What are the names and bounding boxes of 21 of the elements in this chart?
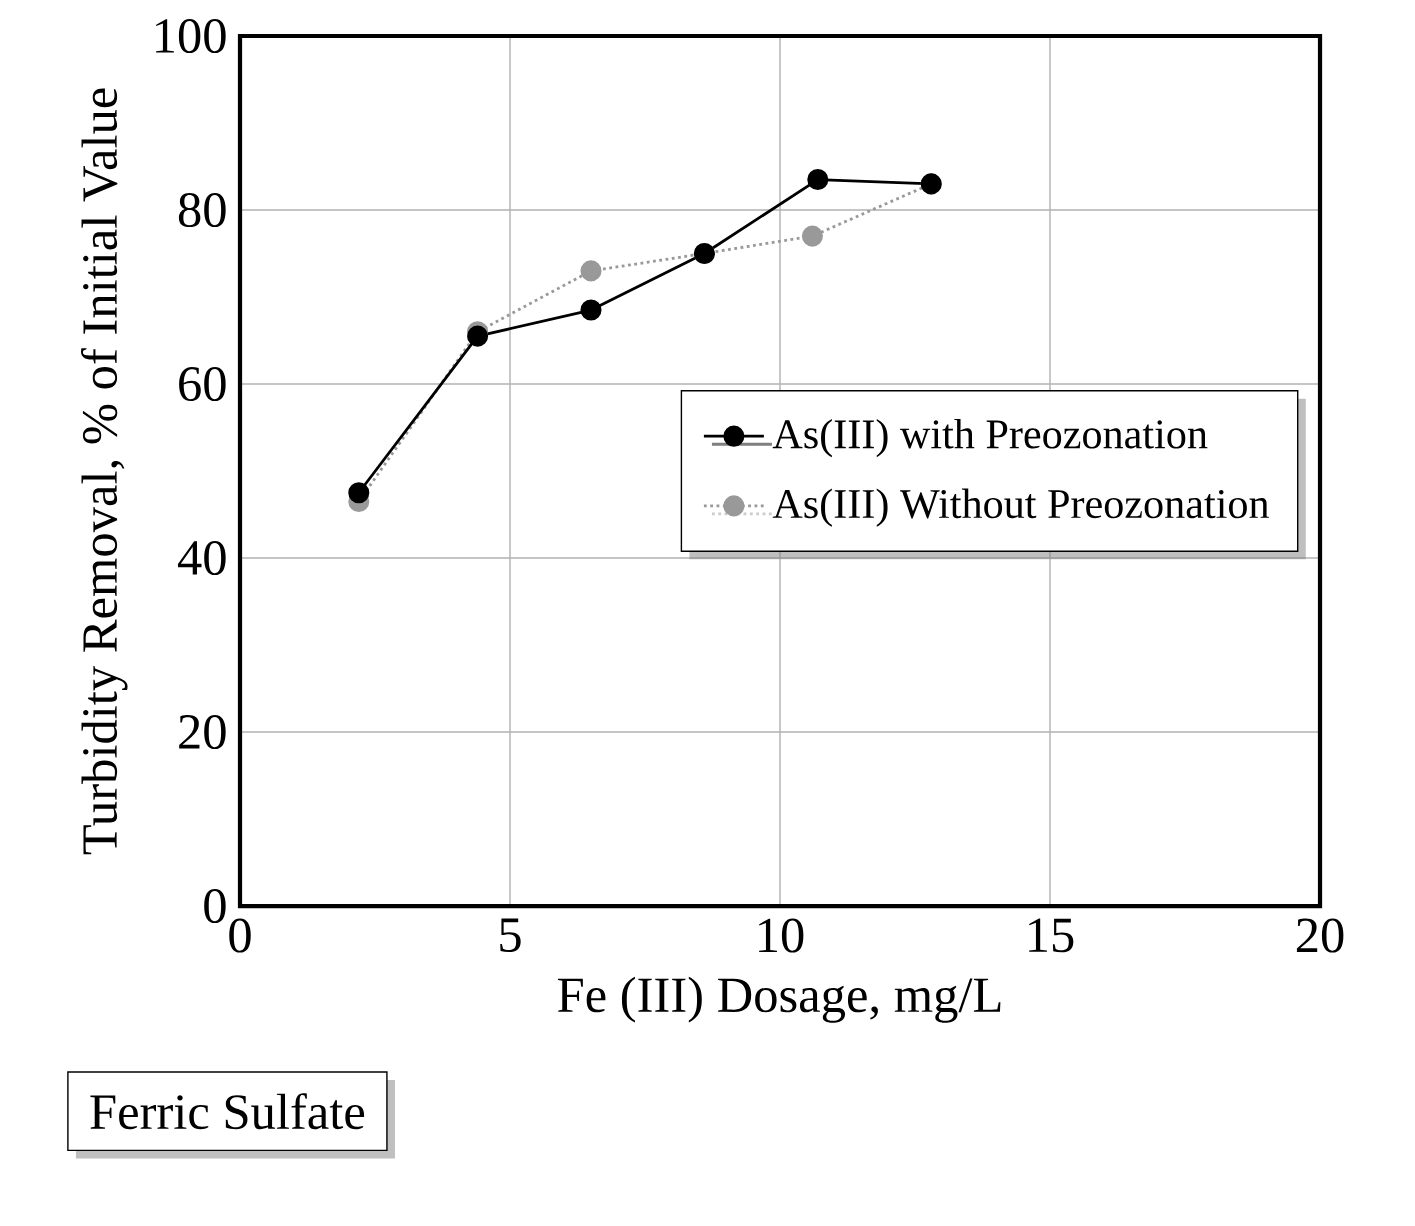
y-tick-label: 20 bbox=[179, 714, 226, 750]
x-tick-label: 20 bbox=[1296, 918, 1344, 953]
x-tick-label: 10 bbox=[759, 918, 804, 953]
point bbox=[801, 225, 823, 247]
y-tick-label: 0 bbox=[204, 888, 226, 924]
x-axis-title: Fe (III) Dosage, mg/L bbox=[557, 976, 1001, 1023]
x-tick-label: 5 bbox=[500, 918, 521, 953]
y-tick-label: 80 bbox=[178, 192, 226, 228]
point bbox=[807, 169, 829, 191]
point bbox=[580, 299, 602, 321]
legend-label: As(III) with Preozonation bbox=[772, 418, 1208, 458]
point bbox=[348, 482, 370, 504]
x-tick-label: 15 bbox=[1029, 918, 1074, 953]
y-axis-title: Turbidity Removal, % of Initial Value bbox=[81, 88, 128, 855]
legend-label: As(III) Without Preozonation bbox=[772, 488, 1269, 527]
x-tick-label: 0 bbox=[229, 918, 251, 953]
point bbox=[580, 260, 602, 282]
y-tick-label: 100 bbox=[156, 18, 226, 54]
y-tick-label: 40 bbox=[177, 540, 226, 576]
y-tick-label: 60 bbox=[179, 366, 226, 402]
text: Ferric Sulfate bbox=[90, 1093, 365, 1130]
